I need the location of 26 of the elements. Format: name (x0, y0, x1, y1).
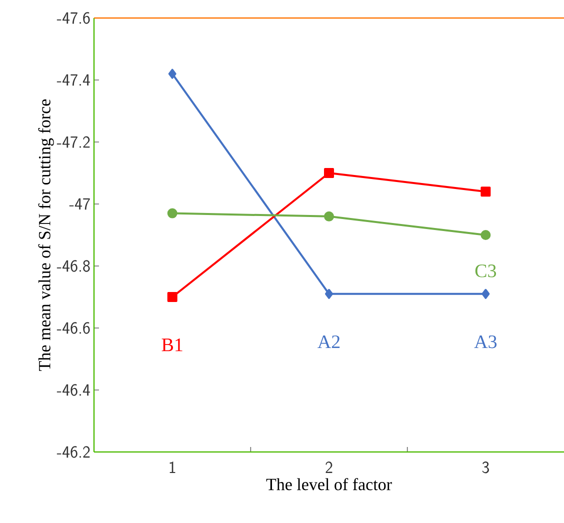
x-tick-label: 2 (326, 462, 332, 473)
annotation: A3 (474, 335, 497, 348)
point (480, 230, 491, 240)
y-tick-label: -47.6 (56, 12, 90, 24)
point (168, 68, 176, 79)
point (167, 208, 178, 218)
point (324, 211, 334, 222)
y-tick-label: -46.6 (56, 322, 90, 334)
point (167, 292, 178, 302)
y-tick-label: -47.4 (56, 74, 90, 86)
y-tick-label: -46.4 (56, 384, 90, 396)
point (325, 288, 334, 299)
x-axis-title: The level of factor (266, 478, 392, 490)
y-tick-label: -46.8 (56, 260, 90, 272)
x-tick-label: 3 (482, 462, 489, 474)
y-tick-label: -46.2 (56, 446, 90, 458)
y-tick-label: -47 (69, 198, 90, 210)
annotation: C3 (475, 264, 496, 278)
annotation: A2 (318, 335, 340, 348)
annotation: B1 (162, 338, 182, 352)
point (482, 288, 490, 299)
y-axis-title: The mean value of S/N for cutting force (38, 99, 54, 371)
point (324, 168, 334, 178)
point (480, 186, 491, 197)
x-tick-label: 1 (170, 462, 176, 473)
y-tick-label: -47.2 (56, 136, 90, 148)
